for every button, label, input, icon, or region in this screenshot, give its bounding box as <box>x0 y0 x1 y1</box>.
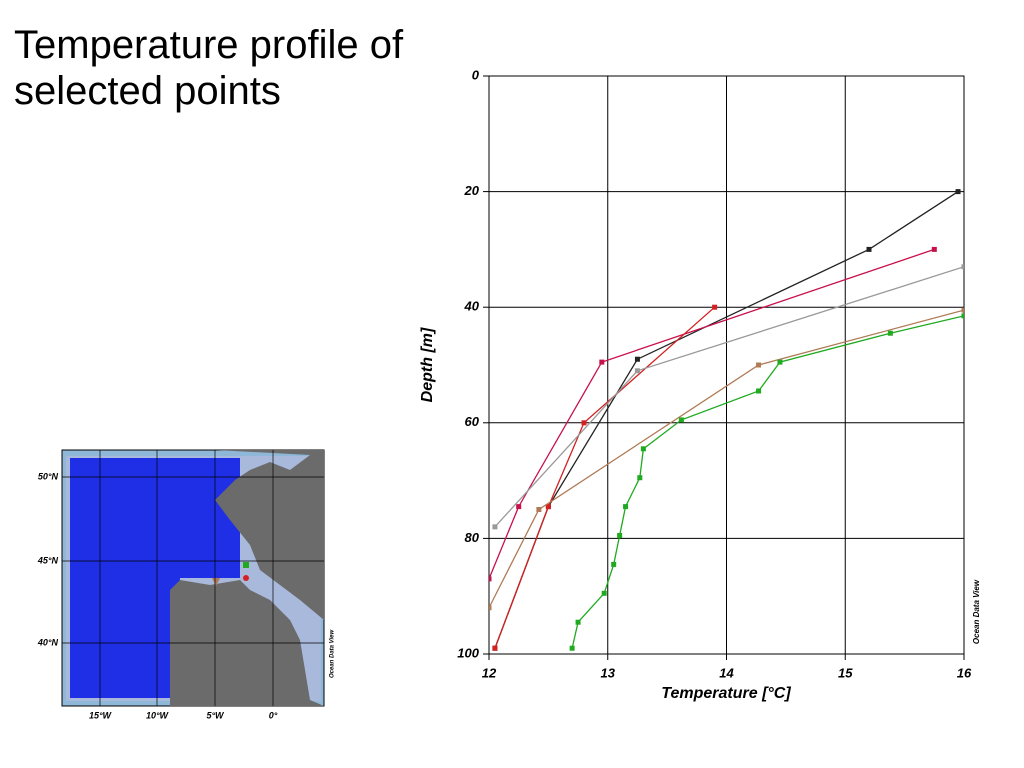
slide-title: Temperature profile of selected points <box>14 23 404 113</box>
map-lon-label: 10°W <box>146 710 170 720</box>
data-point <box>611 561 617 567</box>
data-point <box>536 507 542 512</box>
plot-series <box>489 189 964 651</box>
series-line <box>494 266 964 528</box>
y-tick-label: 60 <box>465 414 480 429</box>
data-point <box>492 645 498 651</box>
x-tick-label: 12 <box>482 665 497 680</box>
x-axis-label: Temperature [°C] <box>661 685 791 702</box>
map-lon-label: 5°W <box>206 710 225 720</box>
data-point <box>712 304 718 310</box>
map-point <box>243 562 249 568</box>
data-point <box>492 524 498 530</box>
x-tick-label: 13 <box>601 665 616 680</box>
data-point <box>545 504 551 510</box>
chart: Depth [m] Temperature [°C] Ocean Data Vi… <box>419 67 981 702</box>
map-lat-label: 50°N <box>38 471 59 481</box>
map-credit: Ocean Data View <box>330 630 336 678</box>
map-obs <box>70 458 180 698</box>
data-point <box>634 356 640 362</box>
data-point <box>777 359 783 365</box>
data-point <box>931 246 937 252</box>
y-tick-label: 40 <box>464 299 480 314</box>
map-lon-label: 15°W <box>89 710 113 720</box>
data-point <box>581 420 587 426</box>
map-lat-label: 45°N <box>37 555 59 565</box>
data-point <box>623 504 629 510</box>
map-point <box>212 578 220 586</box>
data-point <box>961 307 964 313</box>
data-point <box>961 313 964 319</box>
data-point <box>887 330 893 336</box>
series-line <box>494 306 716 649</box>
data-point <box>617 533 623 539</box>
data-point <box>640 446 646 452</box>
data-point <box>516 504 522 510</box>
series-line <box>489 248 935 580</box>
data-point <box>489 576 492 582</box>
map-land <box>170 450 324 706</box>
y-tick-label: 20 <box>464 183 480 198</box>
map: 50°N 45°N 40°N 15°W 10°W 5°W 0° Ocean Da… <box>37 449 336 720</box>
data-point <box>961 264 964 270</box>
data-point <box>756 362 762 368</box>
map-lat-label: 40°N <box>37 637 59 647</box>
y-tick-label: 100 <box>457 645 479 660</box>
series-line <box>571 315 964 649</box>
credit: Ocean Data View <box>972 579 981 644</box>
data-point <box>678 417 684 423</box>
series-line <box>489 309 964 609</box>
data-point <box>866 246 872 252</box>
y-axis-label: Depth [m] <box>419 327 436 402</box>
data-point <box>569 645 575 651</box>
x-tick-label: 15 <box>838 665 853 680</box>
data-point <box>599 359 605 365</box>
x-tick-label: 14 <box>719 665 734 680</box>
data-point <box>634 368 640 374</box>
data-point <box>489 605 492 611</box>
data-point <box>601 590 607 596</box>
title-box: Temperature profile of selected points <box>14 23 404 113</box>
map-lon-label: 0° <box>269 710 278 720</box>
data-point <box>756 388 762 394</box>
data-point <box>575 619 581 625</box>
data-point <box>955 189 961 195</box>
map-point <box>243 575 249 581</box>
x-tick-label: 16 <box>957 665 972 680</box>
data-point <box>637 475 643 481</box>
y-tick-label: 0 <box>472 67 480 82</box>
y-tick-label: 80 <box>465 530 480 545</box>
